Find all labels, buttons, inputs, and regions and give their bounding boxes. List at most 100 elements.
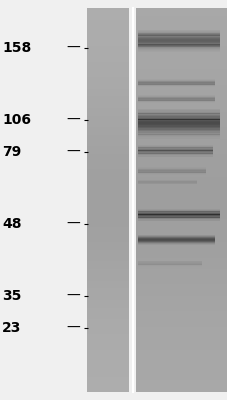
Bar (135, 284, 226, 288)
Bar (135, 376, 226, 380)
Bar (86, 80, 128, 85)
Bar (135, 146, 226, 150)
Bar (135, 123, 226, 127)
Bar (137, 82, 215, 83)
Bar (86, 27, 128, 31)
Bar (135, 353, 226, 358)
Bar (137, 235, 215, 236)
Bar (86, 104, 128, 108)
Bar (137, 33, 219, 34)
Bar (137, 156, 212, 157)
Bar (86, 272, 128, 277)
Bar (135, 223, 226, 227)
Bar (137, 156, 212, 157)
Bar (137, 110, 219, 112)
Bar (135, 50, 226, 54)
Bar (135, 269, 226, 273)
Bar (86, 230, 128, 234)
Bar (86, 300, 128, 304)
Bar (86, 242, 128, 246)
Bar (137, 122, 219, 124)
Bar (135, 296, 226, 300)
Bar (137, 171, 205, 172)
Bar (135, 238, 226, 242)
Bar (137, 80, 215, 81)
Bar (137, 113, 219, 115)
Bar (86, 322, 128, 327)
Bar (86, 296, 128, 300)
Bar (86, 219, 128, 223)
Bar (86, 342, 128, 346)
Bar (135, 111, 226, 116)
Text: 35: 35 (2, 289, 22, 303)
Bar (86, 54, 128, 58)
Bar (137, 127, 219, 128)
Bar (86, 368, 128, 373)
Bar (86, 292, 128, 296)
Bar (86, 88, 128, 92)
Bar (135, 326, 226, 330)
Bar (137, 83, 215, 84)
Bar (86, 23, 128, 27)
Bar (86, 115, 128, 119)
Bar (86, 265, 128, 269)
Bar (135, 204, 226, 208)
Bar (135, 38, 226, 42)
Bar (135, 15, 226, 20)
Bar (137, 242, 215, 243)
Bar (137, 40, 219, 41)
Bar (135, 380, 226, 384)
Bar (137, 116, 219, 118)
Bar (137, 133, 219, 134)
Bar (86, 123, 128, 127)
Bar (86, 161, 128, 166)
Bar (135, 349, 226, 354)
Bar (137, 101, 215, 102)
Bar (86, 372, 128, 377)
Bar (135, 346, 226, 350)
Bar (86, 226, 128, 231)
Bar (137, 220, 219, 221)
Bar (137, 152, 212, 153)
Bar (86, 207, 128, 212)
Bar (86, 176, 128, 181)
Bar (86, 65, 128, 70)
Bar (86, 349, 128, 354)
Bar (86, 50, 128, 54)
Text: 48: 48 (2, 217, 22, 231)
Bar (137, 99, 215, 100)
Bar (135, 54, 226, 58)
Text: —: — (66, 41, 79, 55)
Bar (135, 319, 226, 323)
Bar (137, 36, 219, 37)
Bar (86, 46, 128, 50)
Bar (135, 196, 226, 200)
Bar (135, 23, 226, 27)
Bar (135, 58, 226, 62)
Bar (137, 43, 219, 44)
Bar (135, 80, 226, 85)
Bar (137, 131, 219, 133)
Bar (86, 250, 128, 254)
Bar (86, 69, 128, 73)
Bar (135, 8, 226, 12)
Bar (137, 50, 219, 51)
Bar (137, 100, 215, 101)
Bar (135, 165, 226, 169)
Bar (137, 36, 219, 38)
Bar (86, 92, 128, 96)
Bar (86, 157, 128, 162)
Bar (86, 223, 128, 227)
Text: 23: 23 (2, 321, 22, 335)
Bar (86, 238, 128, 242)
Bar (137, 46, 219, 48)
Bar (137, 130, 219, 132)
Bar (135, 342, 226, 346)
Bar (135, 288, 226, 292)
Bar (135, 12, 226, 16)
Bar (86, 173, 128, 177)
Bar (135, 157, 226, 162)
Bar (137, 150, 212, 151)
Bar (135, 234, 226, 238)
Bar (137, 237, 215, 238)
